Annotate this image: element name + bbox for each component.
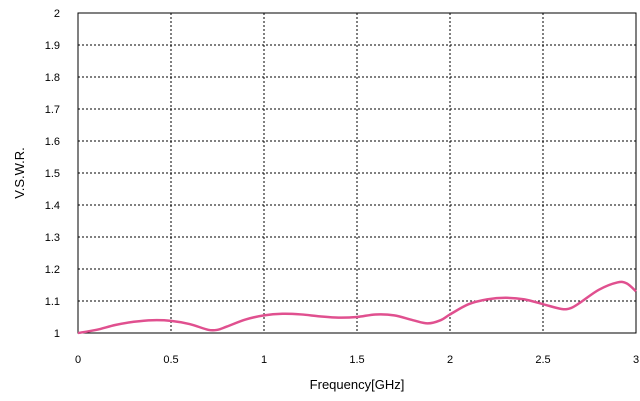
series-layer (77, 280, 637, 335)
x-tick-label: 3 (633, 354, 639, 366)
y-tick-label: 1.1 (45, 296, 60, 308)
x-tick-label: 1.5 (349, 354, 364, 366)
x-tick-label: 2 (447, 354, 453, 366)
y-tick-label: 1.5 (45, 168, 60, 180)
y-tick-label: 1.6 (45, 136, 60, 148)
y-tick-labels: 1 1.1 1.2 1.3 1.4 1.5 1.6 1.7 1.8 1.9 2 (45, 8, 60, 340)
plot-area-frame (77, 12, 637, 334)
y-tick-label: 1.8 (45, 72, 60, 84)
y-axis-label: V.S.W.R. (12, 147, 27, 199)
x-tick-label: 2.5 (535, 354, 550, 366)
vswr-series-line (77, 280, 637, 335)
y-tick-label: 1.3 (45, 232, 60, 244)
grid (78, 13, 636, 333)
y-tick-label: 1 (54, 328, 60, 340)
x-tick-label: 1 (261, 354, 267, 366)
x-axis-label: Frequency[GHz] (310, 377, 405, 392)
y-tick-label: 1.7 (45, 104, 60, 116)
y-tick-label: 2 (54, 8, 60, 20)
x-tick-labels: 0 0.5 1 1.5 2 2.5 3 (75, 354, 639, 366)
x-tick-label: 0 (75, 354, 81, 366)
x-tick-label: 0.5 (163, 354, 178, 366)
y-tick-label: 1.9 (45, 40, 60, 52)
y-tick-label: 1.4 (45, 200, 60, 212)
y-tick-label: 1.2 (45, 264, 60, 276)
